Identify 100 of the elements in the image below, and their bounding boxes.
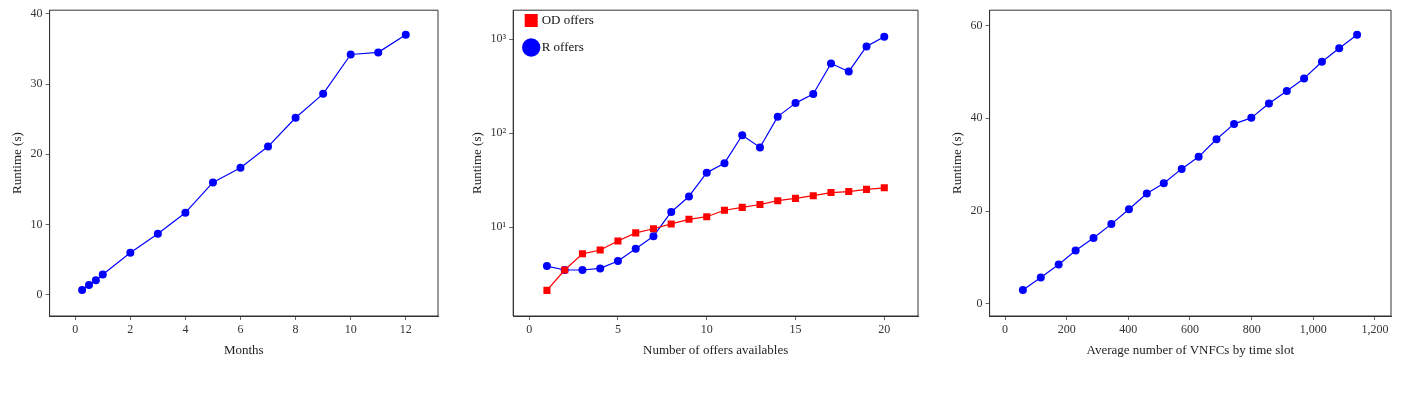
x-tick-label: 10	[700, 322, 713, 337]
y-tick-label: 0	[36, 287, 43, 302]
point	[862, 185, 871, 193]
y-tick-label: 10	[30, 216, 43, 231]
point	[1264, 99, 1273, 108]
x-axis-title: Months	[223, 341, 264, 357]
point	[880, 32, 889, 41]
point	[1159, 179, 1168, 188]
point	[880, 184, 888, 192]
x-tick-label: 0	[72, 322, 79, 337]
y-tick-label: 10²	[490, 125, 507, 140]
point	[1247, 113, 1256, 122]
y-tick-label: 10¹	[490, 219, 507, 234]
y-axis-title: Runtime (s)	[949, 132, 965, 194]
x-tick-label: 1,000	[1299, 322, 1327, 337]
x-tick-label: 4	[182, 322, 189, 337]
y-tick-label: 40	[30, 5, 43, 20]
point	[1054, 260, 1063, 269]
point	[649, 232, 658, 241]
point	[1177, 164, 1186, 173]
y-tick-label: 20	[30, 146, 43, 161]
x-tick-label: 15	[789, 322, 802, 337]
point	[596, 264, 605, 273]
point	[578, 266, 587, 275]
point	[614, 237, 622, 245]
x-axis-title: Number of offers availables	[642, 341, 789, 357]
point	[578, 250, 586, 258]
point	[153, 229, 162, 238]
x-tick-label: 0	[1002, 322, 1009, 337]
point	[844, 67, 853, 76]
point	[774, 197, 782, 205]
point	[809, 90, 818, 99]
point	[827, 189, 835, 197]
x-tick-label: 8	[292, 322, 299, 337]
legend-label: R offers	[541, 38, 584, 54]
point	[862, 42, 871, 51]
point	[1317, 57, 1326, 66]
x-tick-label: 6	[237, 322, 244, 337]
point	[685, 215, 693, 223]
point	[1353, 30, 1362, 39]
point	[631, 244, 640, 253]
point	[773, 112, 782, 121]
point	[1071, 246, 1080, 255]
y-axis-title: Runtime (s)	[469, 132, 485, 194]
x-axis-title: Average number of VNFCs by time slot	[1086, 341, 1295, 357]
legend-label: OD offers	[541, 11, 594, 27]
point	[738, 203, 746, 211]
point	[78, 285, 87, 294]
point	[346, 50, 355, 59]
point	[596, 246, 604, 254]
point	[1107, 220, 1116, 229]
point	[1212, 135, 1221, 144]
point	[208, 178, 217, 187]
x-tick-label: 2	[127, 322, 134, 337]
point	[319, 89, 328, 98]
y-tick-label: 0	[976, 296, 983, 311]
x-tick-label: 12	[399, 322, 412, 337]
point	[702, 168, 711, 177]
point	[755, 143, 764, 152]
point	[791, 99, 800, 108]
point	[236, 163, 245, 172]
x-tick-label: 10	[344, 322, 357, 337]
point	[703, 213, 711, 221]
x-tick-label: 0	[526, 322, 533, 337]
point	[720, 159, 729, 168]
point	[1018, 286, 1027, 295]
point	[543, 286, 551, 294]
point	[1036, 273, 1045, 282]
point	[542, 262, 551, 271]
point	[98, 270, 107, 279]
y-axis-title: Runtime (s)	[9, 132, 25, 194]
x-tick-label: 600	[1180, 322, 1199, 337]
x-tick-label: 5	[614, 322, 621, 337]
point	[649, 225, 657, 233]
point	[1124, 205, 1133, 214]
point	[1230, 119, 1239, 128]
point	[126, 248, 135, 257]
point	[374, 48, 383, 57]
point	[1282, 86, 1291, 95]
point	[632, 229, 640, 237]
point	[667, 207, 676, 216]
point	[845, 188, 853, 196]
x-tick-label: 1,200	[1361, 322, 1389, 337]
point	[613, 257, 622, 266]
point	[1194, 152, 1203, 161]
point	[720, 206, 729, 214]
point	[684, 192, 693, 201]
x-tick-label: 20	[878, 322, 891, 337]
point	[1300, 74, 1309, 83]
x-tick-label: 400	[1119, 322, 1138, 337]
x-tick-label: 800	[1242, 322, 1261, 337]
point	[791, 194, 800, 202]
point	[1089, 234, 1098, 243]
y-tick-label: 40	[970, 110, 983, 125]
point	[827, 59, 835, 68]
point	[1335, 44, 1344, 53]
y-tick-label: 60	[970, 17, 983, 32]
point	[84, 281, 93, 290]
point	[291, 113, 300, 122]
point	[91, 276, 100, 285]
